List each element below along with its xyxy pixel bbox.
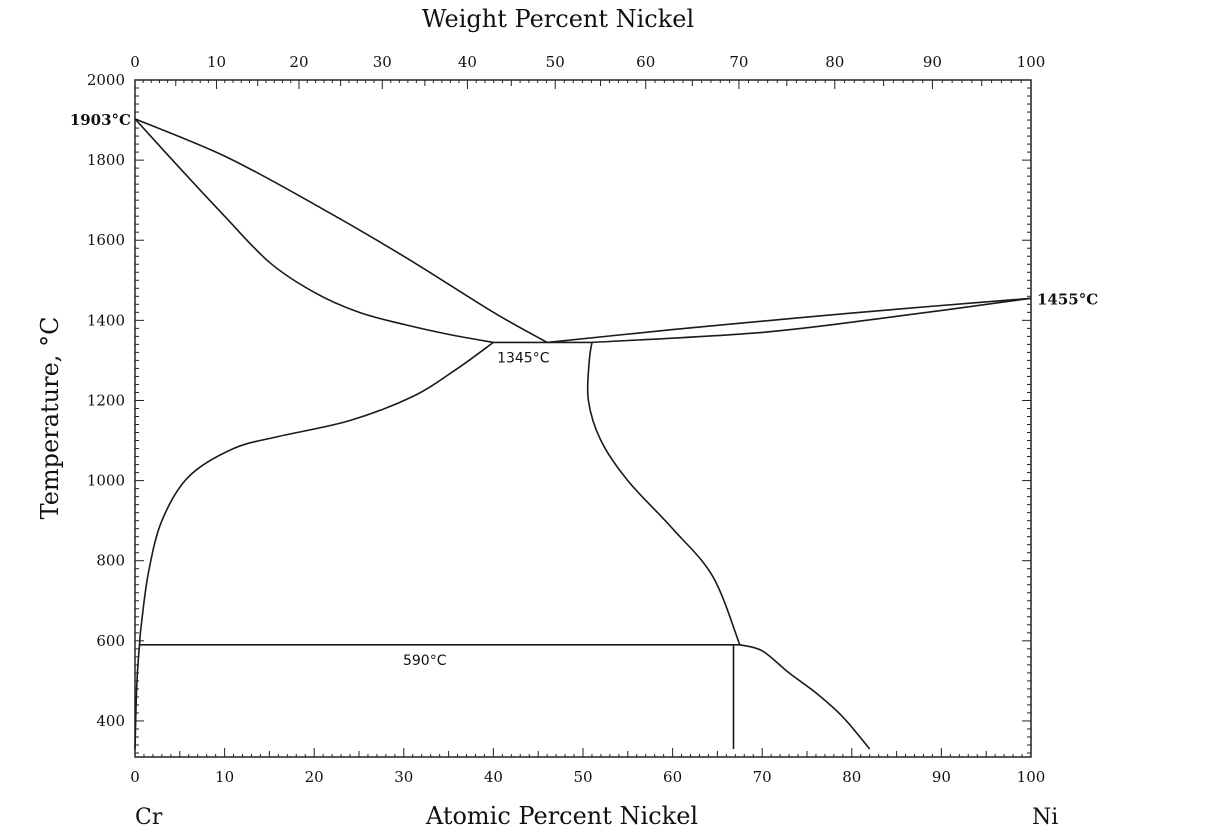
x-tick-label: 30 (394, 768, 413, 786)
top-tick-label: 60 (636, 53, 655, 71)
x-tick-label: 100 (1017, 768, 1046, 786)
phase-boundary (134, 341, 494, 750)
y-tick-label: 1000 (87, 472, 125, 490)
y-tick-label: 1800 (87, 151, 125, 169)
top-tick-label: 80 (825, 53, 844, 71)
x-tick-label: 50 (573, 768, 592, 786)
phase-boundary (547, 297, 1032, 344)
y-axis-title: Temperature, °C (36, 317, 64, 520)
phase-boundary (134, 118, 494, 344)
x-tick-label: 10 (215, 768, 234, 786)
y-tick-label: 400 (96, 712, 125, 730)
top-tick-label: 90 (923, 53, 942, 71)
x-tick-label: 20 (305, 768, 324, 786)
invariant-label: 1345°C (497, 350, 550, 366)
plot-frame (134, 79, 1032, 758)
y-tick-label: 1600 (87, 231, 125, 249)
phase-boundaries (134, 118, 1032, 750)
top-tick-label: 20 (289, 53, 308, 71)
invariant-label: 590°C (403, 653, 447, 669)
x-tick-label: 60 (663, 768, 682, 786)
top-tick-label: 10 (207, 53, 226, 71)
melting-point-label: 1455°C (1037, 290, 1098, 308)
y-tick-label: 1200 (87, 391, 125, 409)
x-tick-label: 0 (130, 768, 140, 786)
y-tick-label: 600 (96, 632, 125, 650)
top-axis-title: Weight Percent Nickel (422, 5, 694, 33)
right-element-label: Ni (1032, 805, 1058, 830)
phase-boundary (591, 297, 1032, 344)
y-tick-label: 800 (96, 552, 125, 570)
x-tick-label: 70 (753, 768, 772, 786)
phase-boundary (739, 644, 871, 750)
top-tick-label: 40 (458, 53, 477, 71)
top-tick-label: 50 (546, 53, 565, 71)
top-tick-label: 100 (1017, 53, 1046, 71)
left-element-label: Cr (135, 805, 163, 830)
top-tick-label: 70 (729, 53, 748, 71)
y-tick-label: 1400 (87, 311, 125, 329)
x-tick-label: 90 (932, 768, 951, 786)
bottom-axis-title: Atomic Percent Nickel (425, 802, 698, 830)
y-tick-label: 2000 (87, 71, 125, 89)
x-tick-label: 40 (484, 768, 503, 786)
top-tick-label: 30 (373, 53, 392, 71)
phase-boundary (586, 342, 741, 646)
melting-point-label: 1903°C (70, 111, 131, 129)
x-tick-label: 80 (842, 768, 861, 786)
axis-ticks (134, 79, 1032, 757)
top-tick-label: 0 (130, 53, 140, 71)
tick-labels: 0 10 20 30 40 50 60 70 80 90 1000 10 20 30 40 50 60 70 80 9… (70, 53, 1098, 786)
phase-boundary (134, 118, 548, 344)
